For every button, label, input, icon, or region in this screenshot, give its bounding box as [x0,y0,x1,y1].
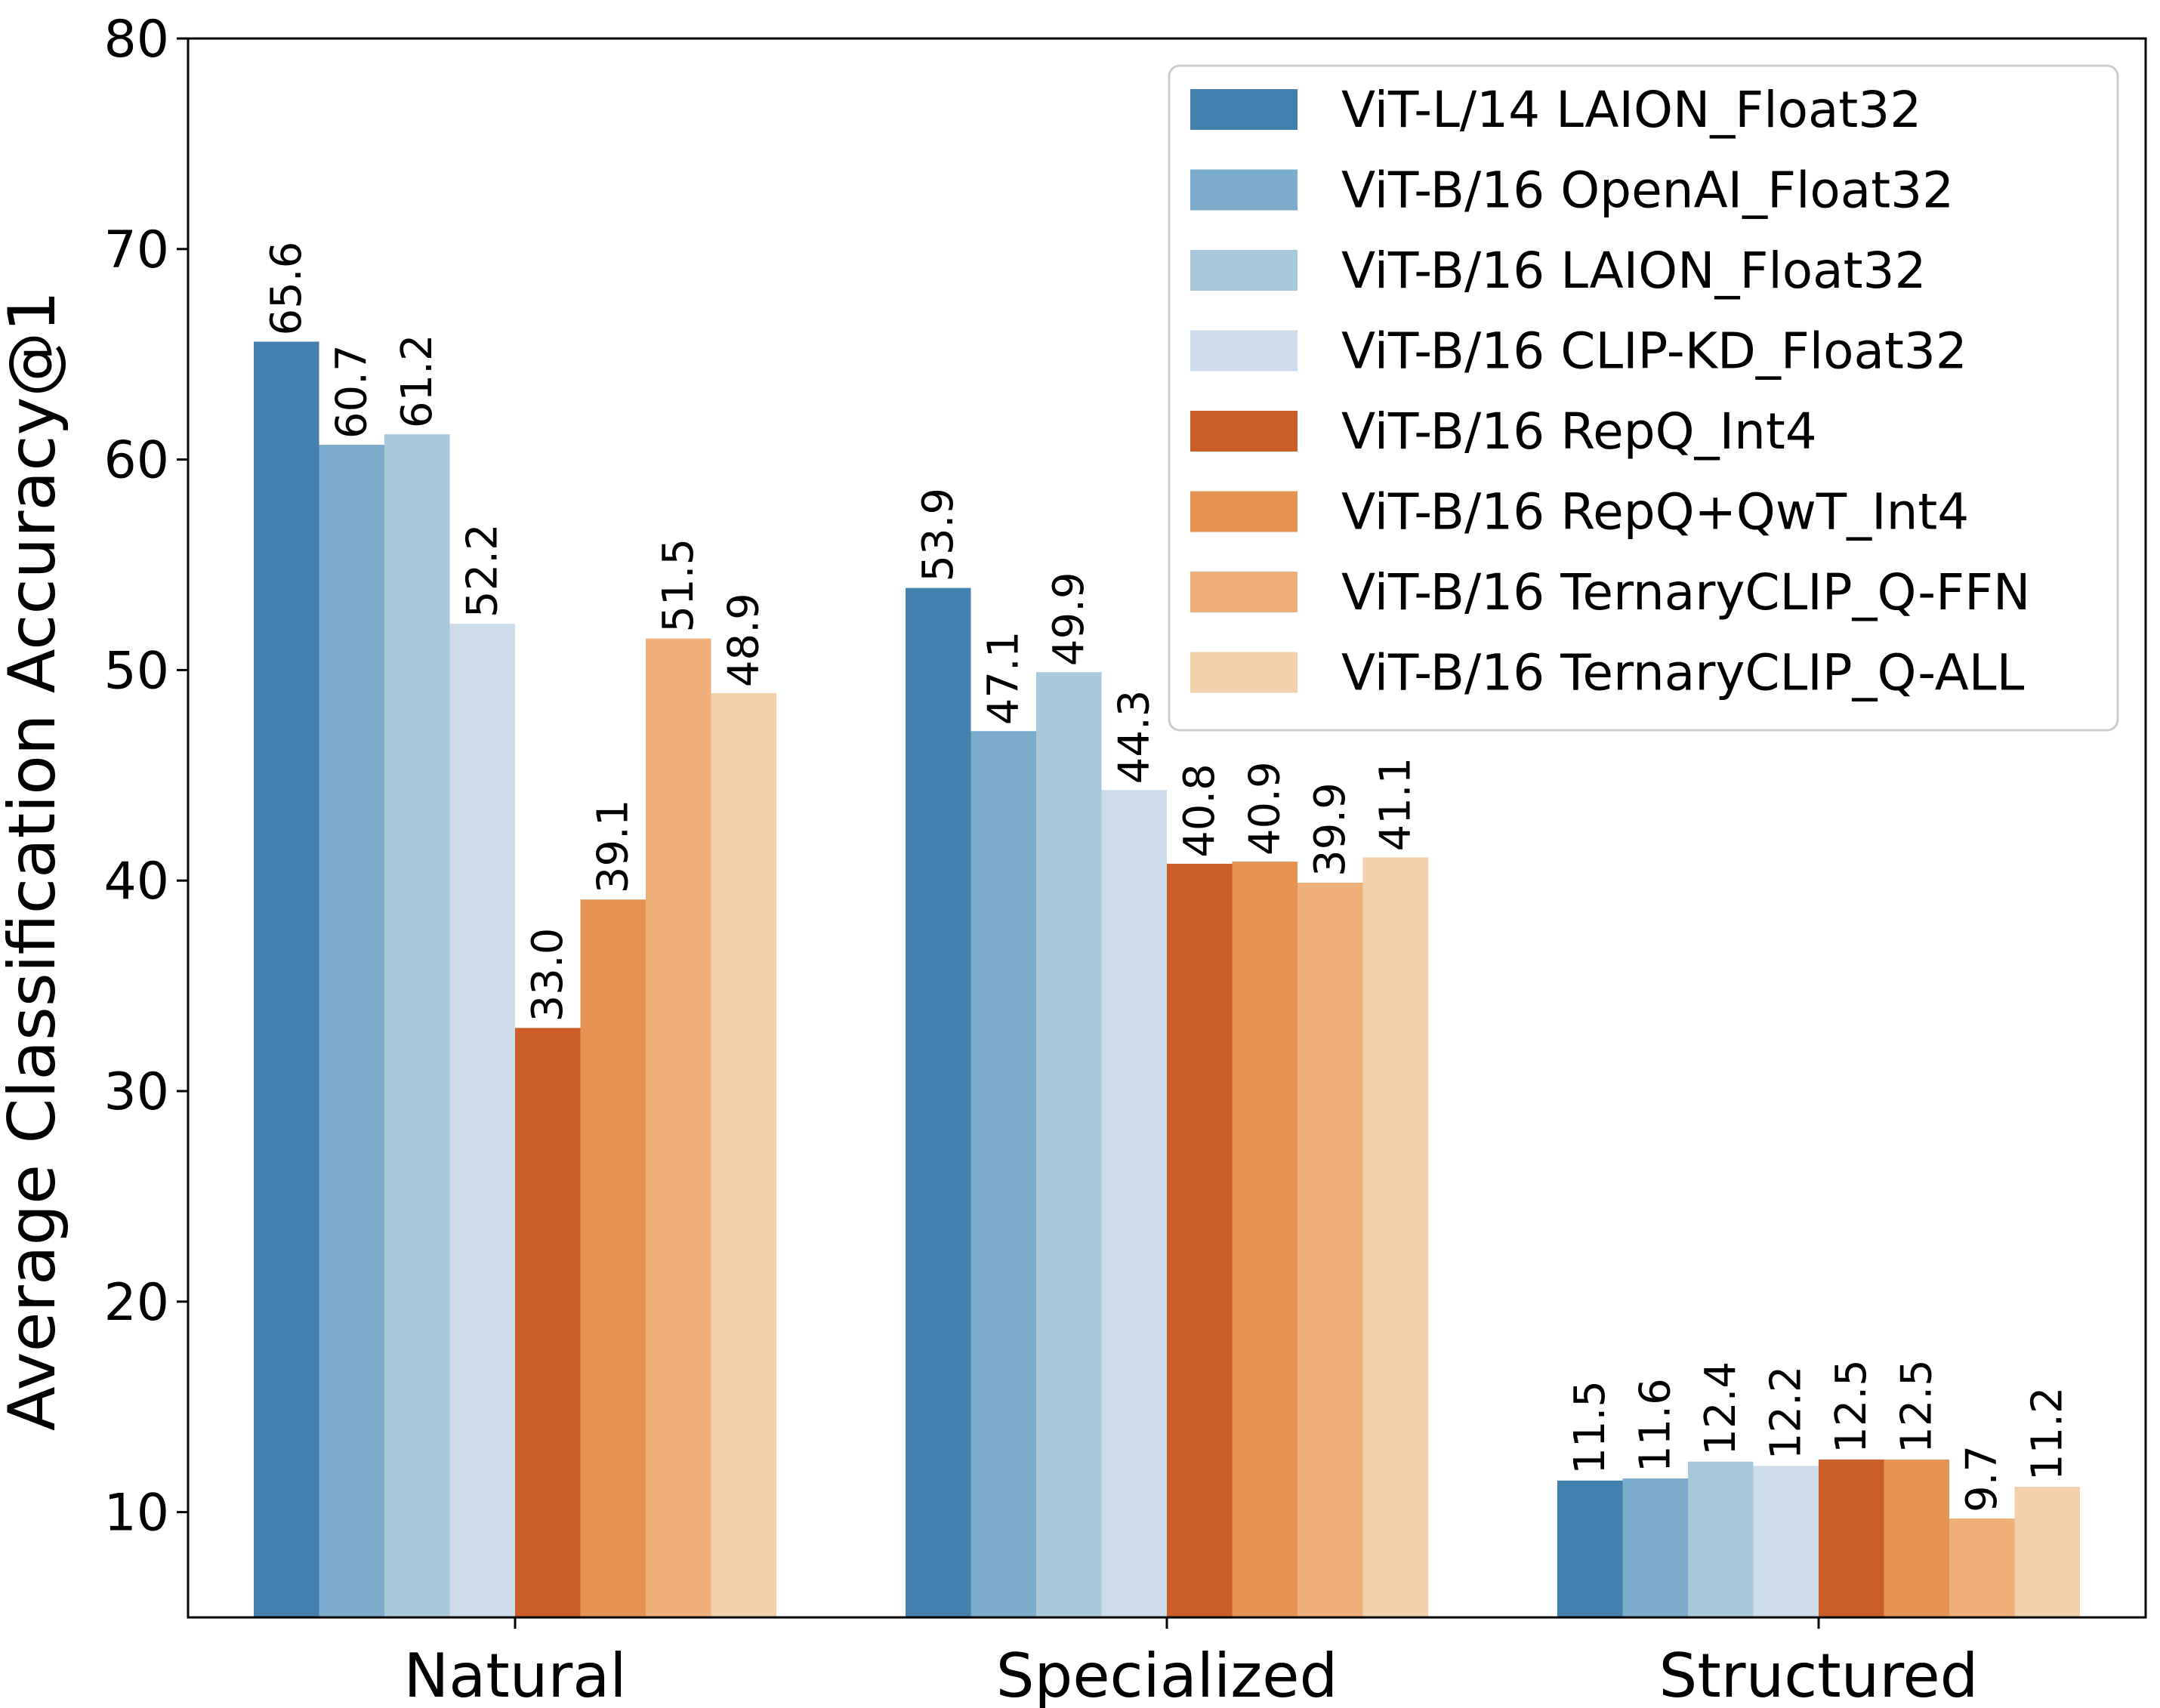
y-tick-label: 50 [103,641,169,701]
data-label: 44.3 [1110,690,1159,785]
legend-swatch [1190,330,1298,372]
data-label: 65.6 [262,242,311,336]
y-tick-label: 60 [103,431,169,491]
y-tick-label: 40 [103,852,169,911]
legend-swatch [1190,411,1298,452]
y-axis-label: Average Classification Accuracy@1 [0,291,70,1431]
legend-label: ViT-B/16 RepQ_Int4 [1341,402,1817,461]
data-label: 39.9 [1306,782,1355,877]
data-label: 40.8 [1175,763,1224,858]
legend: ViT-L/14 LAION_Float32 ViT-B/16 OpenAI_Fl… [1168,64,2119,732]
legend-label: ViT-B/16 TernaryCLIP_Q-ALL [1341,644,2025,702]
legend-box [1168,64,2119,732]
data-label: 52.2 [458,523,508,618]
bar [711,693,776,1617]
bar [1362,857,1428,1617]
data-label: 51.5 [654,538,703,633]
data-label: 40.9 [1241,761,1290,856]
bar [319,445,384,1617]
bar [906,587,971,1618]
bar [1036,672,1102,1617]
legend-swatch [1190,572,1298,612]
y-tick-label: 30 [103,1062,169,1122]
legend-label: ViT-B/16 TernaryCLIP_Q-FFN [1341,563,2030,621]
bar [970,731,1036,1618]
legend-label: ViT-B/16 RepQ+QwT_Int4 [1341,483,1969,541]
x-category-label: Structured [1659,1641,1979,1708]
legend-swatch [1190,169,1298,211]
bar [254,341,319,1618]
legend-swatch [1190,491,1298,532]
data-label: 61.2 [393,334,442,428]
data-label: 11.2 [2023,1386,2072,1481]
data-label: 11.5 [1566,1380,1615,1475]
y-tick-label: 10 [103,1484,169,1543]
bar [1298,882,1363,1617]
legend-label: ViT-B/16 CLIP-KD_Float32 [1341,322,1967,381]
y-tick-label: 80 [103,10,169,69]
x-category-label: Natural [403,1641,626,1708]
y-axis: 10 20 30 40 50 60 70 80 [103,10,188,1543]
bar [1819,1459,1884,1617]
bar [449,624,515,1618]
bar [1167,863,1233,1617]
bar [1753,1466,1819,1617]
data-labels-layer: 65.6 60.7 61.2 52.2 33.0 39.1 51.5 48.9 53.9 47.1… [262,242,2072,1512]
data-label: 12.4 [1696,1361,1745,1456]
data-label: 9.7 [1958,1445,2007,1512]
data-label: 53.9 [914,488,963,582]
bar [384,434,450,1617]
bar [1557,1480,1623,1617]
x-category-label: Specialized [996,1641,1338,1708]
data-label: 49.9 [1045,572,1094,667]
bar [1949,1518,2015,1617]
legend-swatch [1190,89,1298,130]
bar [646,638,711,1617]
legend-label: ViT-L/14 LAION_Float32 [1341,81,1921,139]
data-label: 47.1 [980,631,1029,726]
data-label: 48.9 [720,593,769,687]
x-axis: Natural Specialized Structured [403,1617,1978,1708]
bar [1688,1461,1754,1617]
legend-label: ViT-B/16 OpenAI_Float32 [1341,162,1954,220]
data-label: 11.6 [1631,1378,1680,1472]
bar [1101,790,1167,1617]
legend-swatch [1190,652,1298,693]
bar [1884,1459,1949,1617]
data-label: 60.7 [328,344,377,439]
bar [580,899,646,1617]
bar [1232,862,1298,1617]
bar [2014,1487,2080,1617]
data-label: 33.0 [523,928,572,1022]
data-label: 12.5 [1893,1359,1942,1454]
data-label: 12.5 [1827,1359,1876,1454]
bar [1622,1478,1688,1617]
data-label: 12.2 [1762,1366,1811,1460]
legend-label: ViT-B/16 LAION_Float32 [1341,242,1926,300]
data-label: 39.1 [589,800,638,894]
y-tick-label: 20 [103,1273,169,1333]
bars-layer [254,341,2080,1618]
bar [515,1028,581,1617]
legend-swatch [1190,250,1298,291]
data-label: 41.1 [1372,757,1421,852]
y-tick-label: 70 [103,220,169,280]
